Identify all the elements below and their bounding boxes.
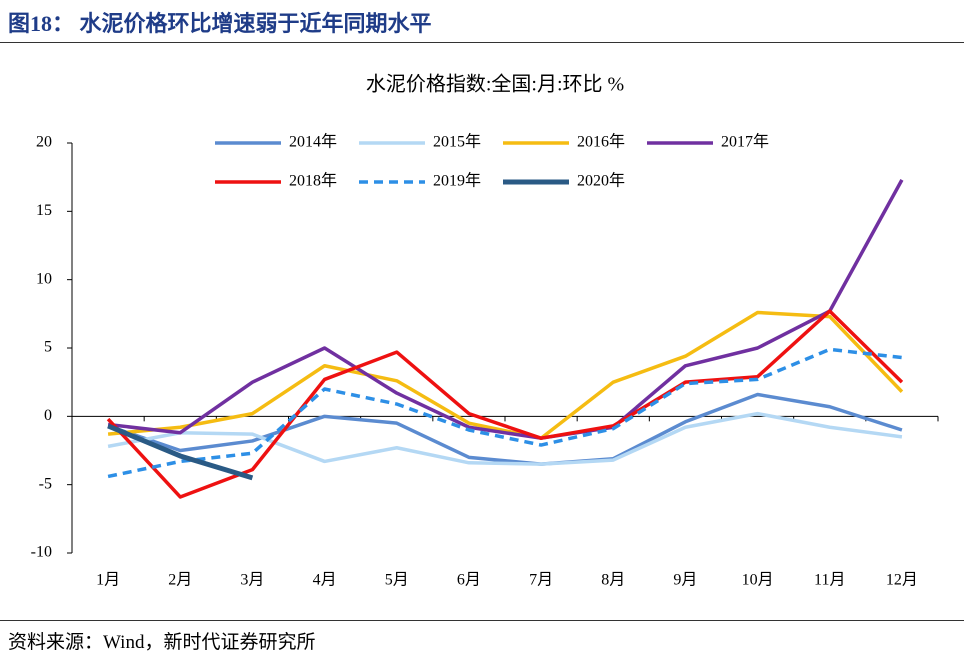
legend-label: 2015年 — [433, 133, 481, 151]
x-tick-label: 9月 — [673, 572, 697, 589]
line-series — [107, 392, 903, 466]
y-tick-label: 20 — [36, 134, 52, 151]
y-tick-label: -10 — [31, 544, 52, 561]
y-tick-label: 10 — [36, 270, 52, 287]
x-tick-label: 4月 — [313, 572, 337, 589]
legend-label: 2018年 — [289, 172, 337, 190]
y-tick-label: 5 — [44, 339, 52, 356]
line-series — [107, 179, 904, 440]
legend-label: 2019年 — [433, 172, 481, 190]
figure-title: 图18： 水泥价格环比增速弱于近年同期水平 — [8, 11, 432, 36]
x-tick-label: 10月 — [742, 572, 774, 589]
x-tick-label: 2月 — [168, 572, 192, 589]
x-tick-label: 8月 — [601, 572, 625, 589]
y-tick-label: 0 — [44, 407, 52, 424]
x-tick-label: 11月 — [814, 572, 845, 589]
x-tick-label: 6月 — [457, 572, 481, 589]
line-series — [107, 347, 903, 479]
x-tick-label: 7月 — [529, 572, 553, 589]
x-tick-label: 12月 — [886, 572, 918, 589]
header-rule — [0, 42, 964, 43]
legend-label: 2014年 — [289, 133, 337, 151]
legend-label: 2017年 — [721, 133, 769, 151]
y-tick-label: 15 — [36, 202, 52, 219]
line-series — [107, 310, 904, 440]
x-tick-label: 3月 — [240, 572, 264, 589]
x-tick-label: 5月 — [385, 572, 409, 589]
chart-title: 水泥价格指数:全国:月:环比 % — [366, 73, 624, 96]
x-tick-label: 1月 — [96, 572, 120, 589]
source: 资料来源：Wind，新时代证券研究所 — [8, 632, 316, 653]
legend-label: 2016年 — [577, 133, 625, 151]
legend-label: 2020年 — [577, 172, 625, 190]
line-series — [107, 423, 254, 481]
y-tick-label: -5 — [39, 475, 52, 492]
line-series — [107, 411, 903, 466]
footer-rule — [0, 620, 964, 621]
